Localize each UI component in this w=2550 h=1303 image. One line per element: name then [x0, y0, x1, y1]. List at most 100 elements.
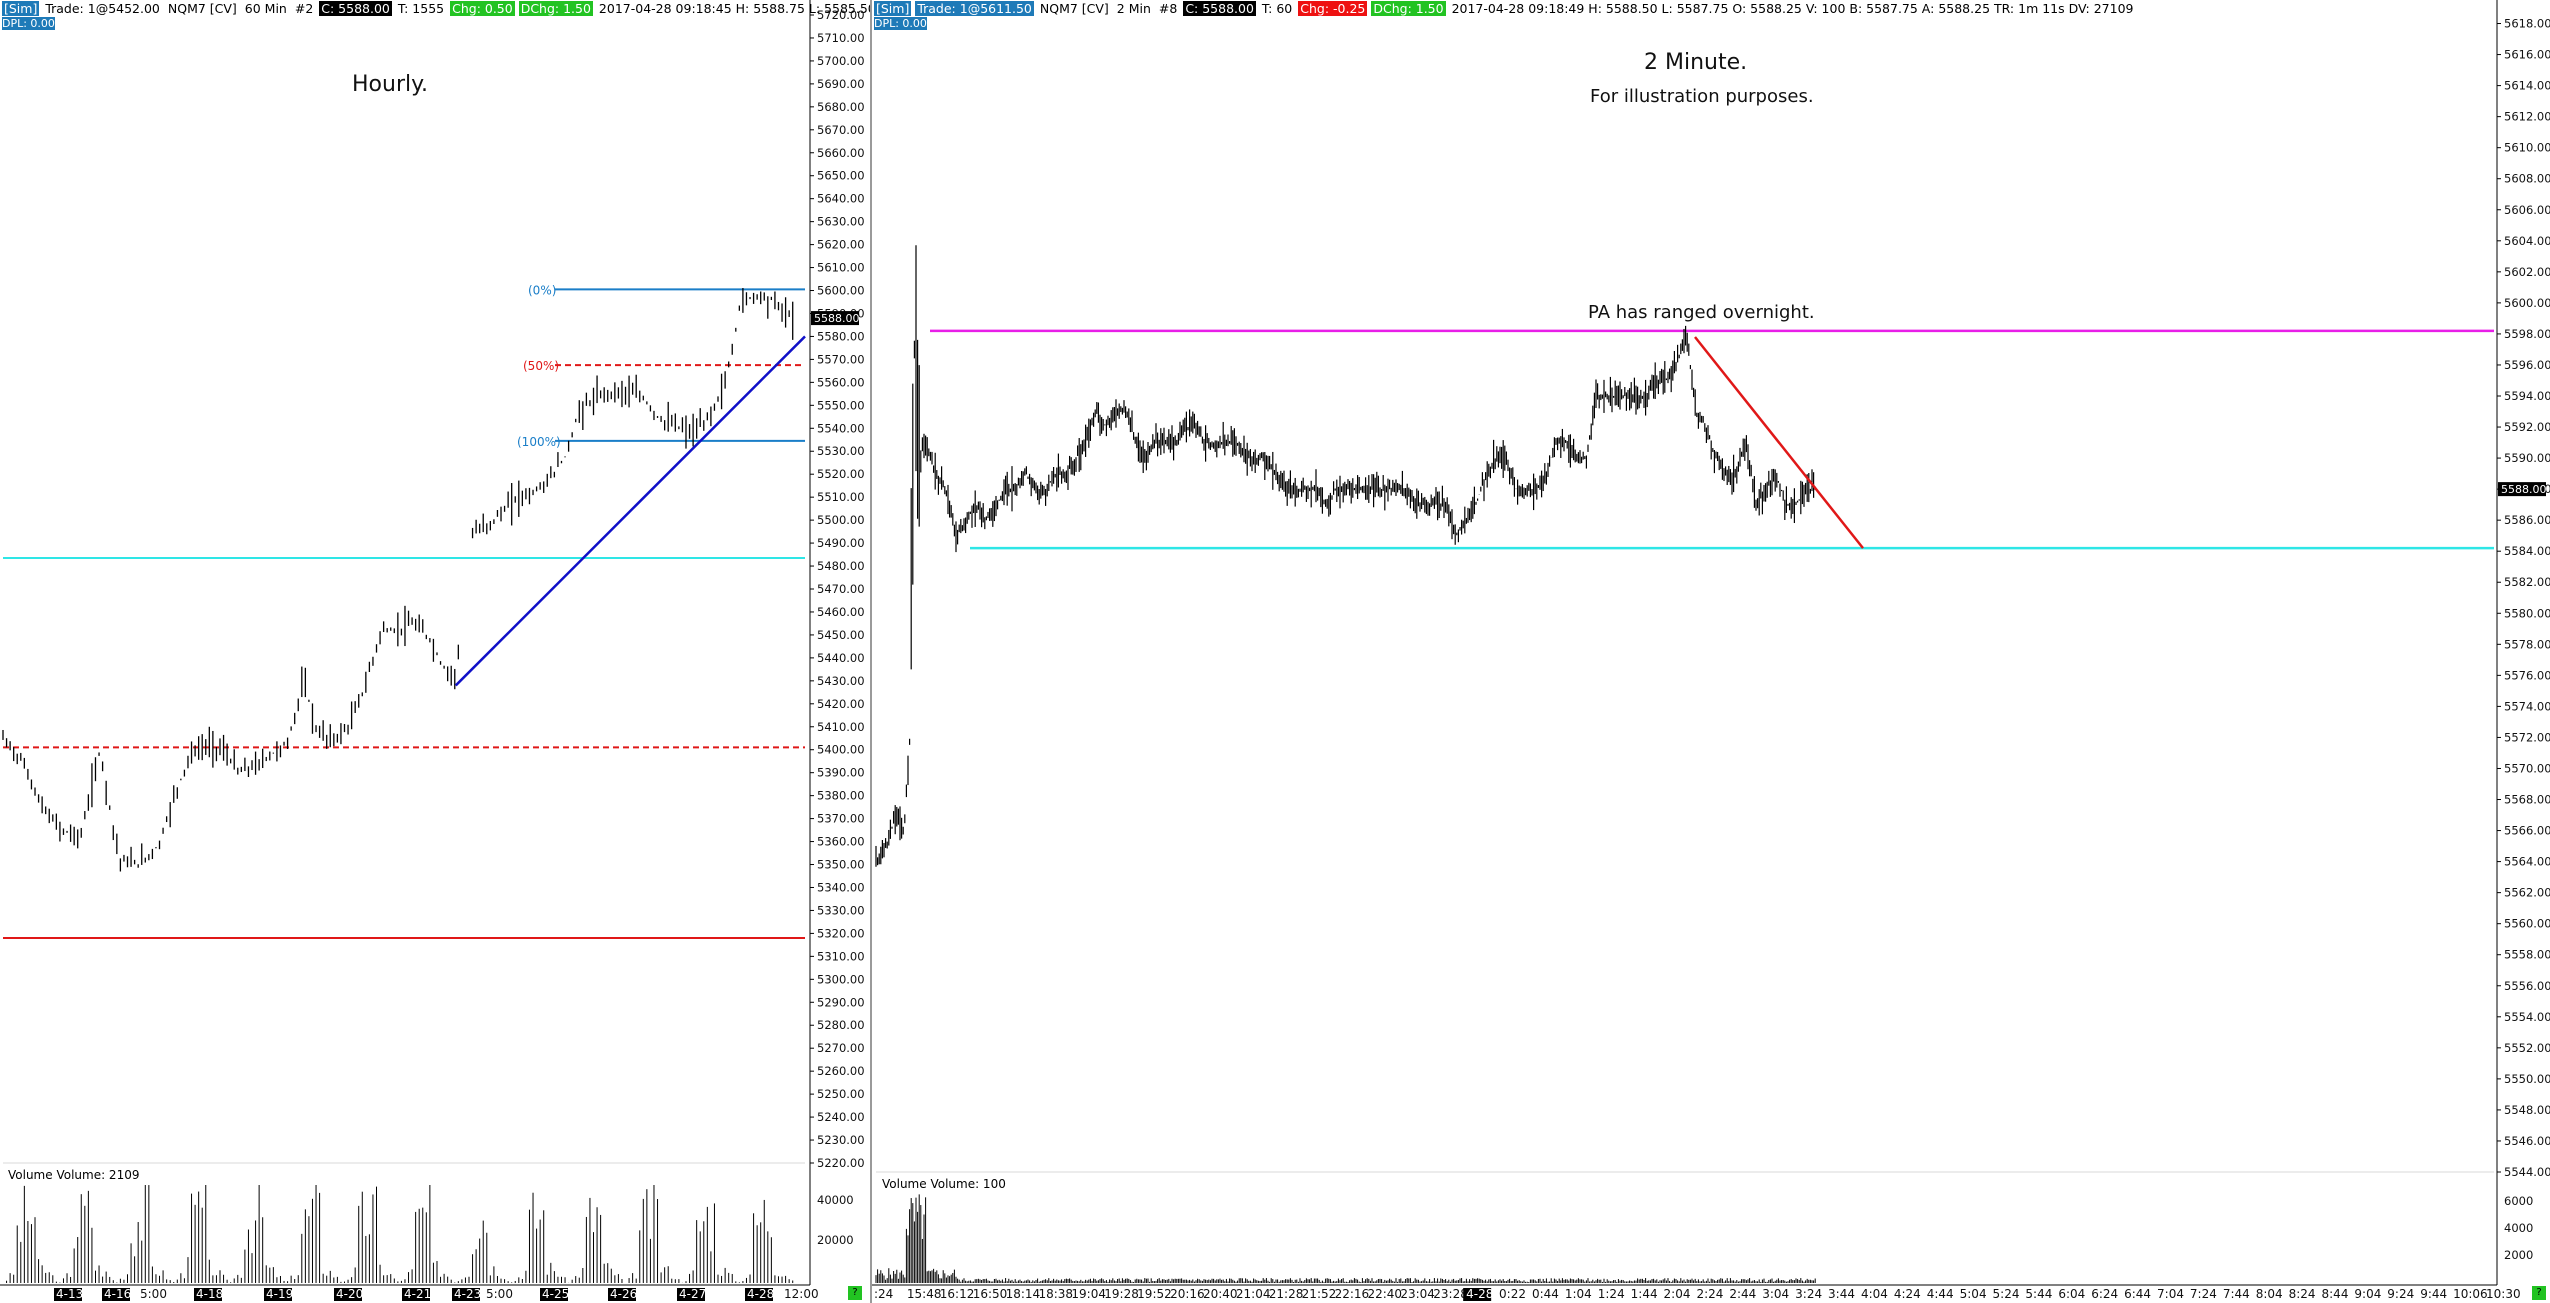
- time-label: 20:16: [1170, 1287, 1205, 1301]
- price-label: 5470.00: [817, 582, 865, 596]
- price-label: 5556.00: [2504, 979, 2550, 993]
- pane-divider[interactable]: [870, 0, 872, 1303]
- time-label: 23:04: [1400, 1287, 1435, 1301]
- price-label: 5570.00: [2504, 761, 2550, 775]
- price-label: 5430.00: [817, 674, 865, 688]
- price-label: 5572.00: [2504, 730, 2550, 744]
- time-label: 4-27: [679, 1287, 706, 1301]
- date-badge: [677, 1288, 705, 1301]
- trendline: [1694, 336, 1864, 549]
- price-label: 5490.00: [817, 536, 865, 550]
- chart-header: [Sim] Trade: 1@5611.50 NQM7 [CV] 2 Min #…: [874, 1, 2136, 17]
- trade-info: Trade: 1@5452.00: [45, 1, 160, 16]
- 2min-chart-canvas[interactable]: 5618.00 5616.00 5614.00 5612.00 5610.00 5608.…: [872, 0, 2550, 1303]
- price-label: 5604.00: [2504, 234, 2550, 248]
- time-label: 21:04: [1236, 1287, 1271, 1301]
- time-label: 0:44: [1532, 1287, 1559, 1301]
- close-badge: C: 5588.00: [1183, 1, 1256, 16]
- volume-tick: 2000: [2504, 1248, 2533, 1262]
- symbol[interactable]: NQM7 [CV]: [167, 1, 237, 16]
- time-label: 7:44: [2223, 1287, 2250, 1301]
- date-badge: [102, 1288, 130, 1301]
- time-label: 4-25: [542, 1287, 569, 1301]
- hourly-chart-canvas[interactable]: 5720.00 5710.00 5700.00 5690.00 5680.00 5670.…: [0, 0, 870, 1303]
- time-label: 15:48: [907, 1287, 942, 1301]
- price-label: 5380.00: [817, 789, 865, 803]
- date-badge: [745, 1288, 773, 1301]
- price-label: 5420.00: [817, 697, 865, 711]
- interval[interactable]: 2 Min: [1116, 1, 1151, 16]
- time-label: 4-19: [266, 1287, 293, 1301]
- time-label: 8:04: [2256, 1287, 2283, 1301]
- price-tag-label: 5588.00: [814, 312, 860, 325]
- price-label: 5400.00: [817, 743, 865, 757]
- price-label: 5610.00: [2504, 141, 2550, 155]
- date-badge: [194, 1288, 222, 1301]
- time-label: 4:04: [1861, 1287, 1888, 1301]
- price-label: 5582.00: [2504, 575, 2550, 589]
- price-label: 5370.00: [817, 812, 865, 826]
- price-label: 5320.00: [817, 926, 865, 940]
- time-label: 21:52: [1302, 1287, 1337, 1301]
- corner-indicator[interactable]: ?: [2532, 1286, 2546, 1300]
- time-label: 4-26: [610, 1287, 637, 1301]
- volume-tick: 4000: [2504, 1221, 2533, 1235]
- price-label: 5670.00: [817, 123, 865, 137]
- time-label: 1:04: [1565, 1287, 1592, 1301]
- time-label: 5:00: [140, 1287, 167, 1301]
- chart-number: #8: [1158, 1, 1178, 16]
- time-label: 6:44: [2124, 1287, 2151, 1301]
- time-label: 4-21: [404, 1287, 431, 1301]
- time-label: 2:04: [1664, 1287, 1691, 1301]
- bar-info: 2017-04-28 09:18:45 H: 5588.75 L: 5585.5…: [598, 1, 870, 16]
- time-label: 6:24: [2091, 1287, 2118, 1301]
- price-label: 5590.00: [2504, 451, 2550, 465]
- time-label: 5:04: [1960, 1287, 1987, 1301]
- time-label: 5:44: [2025, 1287, 2052, 1301]
- time-label: 4:24: [1894, 1287, 1921, 1301]
- price-label: 5566.00: [2504, 824, 2550, 838]
- price-label: 5584.00: [2504, 544, 2550, 558]
- price-label: 5606.00: [2504, 203, 2550, 217]
- change-badge: Chg: 0.50: [450, 1, 515, 16]
- date-badge: [452, 1288, 480, 1301]
- corner-indicator[interactable]: ?: [848, 1286, 862, 1300]
- price-label: 5592.00: [2504, 420, 2550, 434]
- price-label: 5560.00: [817, 375, 865, 389]
- price-label: 5510.00: [817, 490, 865, 504]
- chart-pane-2min[interactable]: [Sim] Trade: 1@5611.50 NQM7 [CV] 2 Min #…: [872, 0, 2550, 1303]
- time-label: 2:24: [1696, 1287, 1723, 1301]
- time-label: 4-28: [747, 1287, 774, 1301]
- time-label: 8:24: [2289, 1287, 2316, 1301]
- price-label: 5554.00: [2504, 1010, 2550, 1024]
- time-label: 7:24: [2190, 1287, 2217, 1301]
- price-label: 5610.00: [817, 261, 865, 275]
- price-label: 5550.00: [817, 398, 865, 412]
- chart-pane-hourly[interactable]: [Sim] Trade: 1@5452.00 NQM7 [CV] 60 Min …: [0, 0, 870, 1303]
- price-label: 5460.00: [817, 605, 865, 619]
- time-label: 4-23: [454, 1287, 481, 1301]
- chart-title: Hourly.: [352, 72, 428, 97]
- time-label: 22:16: [1335, 1287, 1370, 1301]
- price-label: 5360.00: [817, 835, 865, 849]
- price-label: 5630.00: [817, 215, 865, 229]
- price-label: 5350.00: [817, 858, 865, 872]
- interval[interactable]: 60 Min: [244, 1, 287, 16]
- time-label: 3:04: [1762, 1287, 1789, 1301]
- price-tag: [2498, 482, 2546, 497]
- symbol[interactable]: NQM7 [CV]: [1039, 1, 1109, 16]
- time-label: 19:52: [1137, 1287, 1172, 1301]
- fib-label: (100%): [517, 435, 561, 449]
- price-label: 5220.00: [817, 1156, 865, 1170]
- price-label: 5596.00: [2504, 358, 2550, 372]
- chart-annotation: PA has ranged overnight.: [1588, 302, 1815, 323]
- time-label: 9:24: [2387, 1287, 2414, 1301]
- time-label: 3:24: [1795, 1287, 1822, 1301]
- fib-label: (0%): [528, 283, 556, 297]
- price-label: 5660.00: [817, 146, 865, 160]
- price-label: 5574.00: [2504, 699, 2550, 713]
- time-label: 4-16: [104, 1287, 131, 1301]
- price-label: 5650.00: [817, 169, 865, 183]
- price-label: 5410.00: [817, 720, 865, 734]
- time-label: 2:44: [1729, 1287, 1756, 1301]
